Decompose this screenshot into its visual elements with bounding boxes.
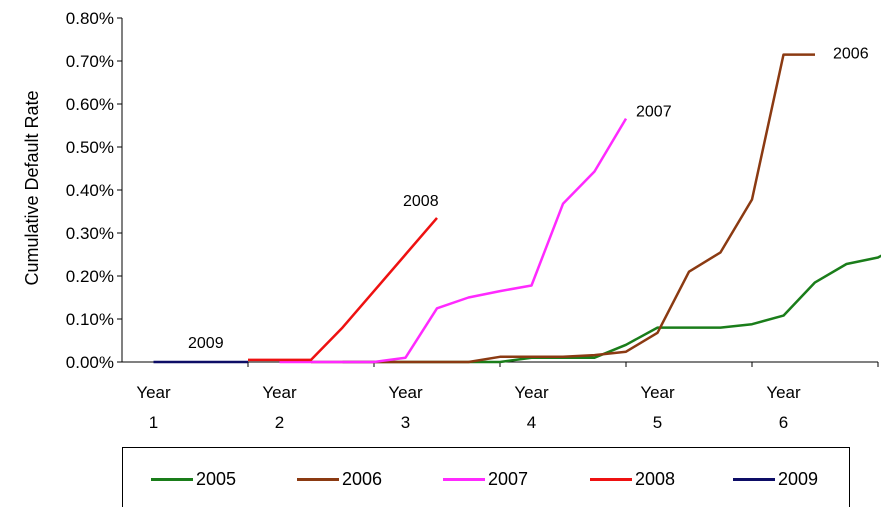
legend-label: 2005 <box>196 468 237 489</box>
x-tick-label-top: Year <box>136 383 171 402</box>
legend: 2005 2006 2007 2008 2009 <box>122 447 850 507</box>
x-tick-label-top: Year <box>514 383 549 402</box>
x-tick-label-top: Year <box>766 383 801 402</box>
legend-label: 2006 <box>342 468 383 489</box>
y-tick-label: 0.10% <box>66 310 114 329</box>
x-tick-label-top: Year <box>640 383 675 402</box>
x-tick-label-bottom: 6 <box>779 413 788 432</box>
legend-label: 2007 <box>488 468 529 489</box>
series-line-2005 <box>342 254 881 364</box>
y-tick-label: 0.70% <box>66 52 114 71</box>
legend-swatch <box>733 477 775 481</box>
legend-item-2005: 2005 <box>151 468 236 490</box>
x-tick-label-bottom: 5 <box>653 413 662 432</box>
y-tick-label: 0.40% <box>66 181 114 200</box>
y-tick-label: 0.50% <box>66 138 114 157</box>
x-tick-label-top: Year <box>262 383 297 402</box>
legend-item-2008: 2008 <box>590 468 675 490</box>
x-tick-labels: Year 1 Year 2 Year 3 Year 4 Year 5 Year 6 <box>136 362 879 432</box>
legend-swatch <box>443 477 485 481</box>
y-tick-label: 0.80% <box>66 9 114 28</box>
axes <box>121 18 878 363</box>
series-line-2008 <box>248 217 438 362</box>
legend-label: 2008 <box>635 468 676 489</box>
y-tick-label: 0.60% <box>66 95 114 114</box>
series-line-2007 <box>279 117 628 364</box>
line-chart: Cumulative Default Rate 0.00%0.10%0.20%0… <box>22 9 881 432</box>
y-tick-label: 0.00% <box>66 353 114 372</box>
legend-item-2007: 2007 <box>443 468 528 490</box>
legend-swatch <box>151 477 193 481</box>
series-label-2008: 2008 <box>403 193 439 210</box>
legend-swatch <box>590 477 632 481</box>
series-lines <box>153 53 881 364</box>
y-tick-labels: 0.00% 0.10% 0.20% 0.30% 0.40% 0.50% 0.60% 0.70%… <box>66 9 122 372</box>
y-axis-title: Cumulative Default Rate <box>22 90 42 285</box>
legend-item-2009: 2009 <box>733 468 818 490</box>
x-tick-label-top: Year <box>388 383 423 402</box>
x-tick-label-bottom: 4 <box>527 413 536 432</box>
series-label-2006: 2006 <box>833 46 869 63</box>
series-line-2006 <box>311 53 815 364</box>
x-tick-label-bottom: 3 <box>401 413 410 432</box>
x-tick-label-bottom: 2 <box>275 413 284 432</box>
legend-swatch <box>297 477 339 481</box>
legend-label: 2009 <box>778 468 819 489</box>
series-label-2007: 2007 <box>636 104 672 121</box>
x-tick-label-bottom: 1 <box>149 413 158 432</box>
y-tick-label: 0.20% <box>66 267 114 286</box>
y-tick-label: 0.30% <box>66 224 114 243</box>
legend-item-2006: 2006 <box>297 468 382 490</box>
series-label-2009: 2009 <box>188 335 224 352</box>
